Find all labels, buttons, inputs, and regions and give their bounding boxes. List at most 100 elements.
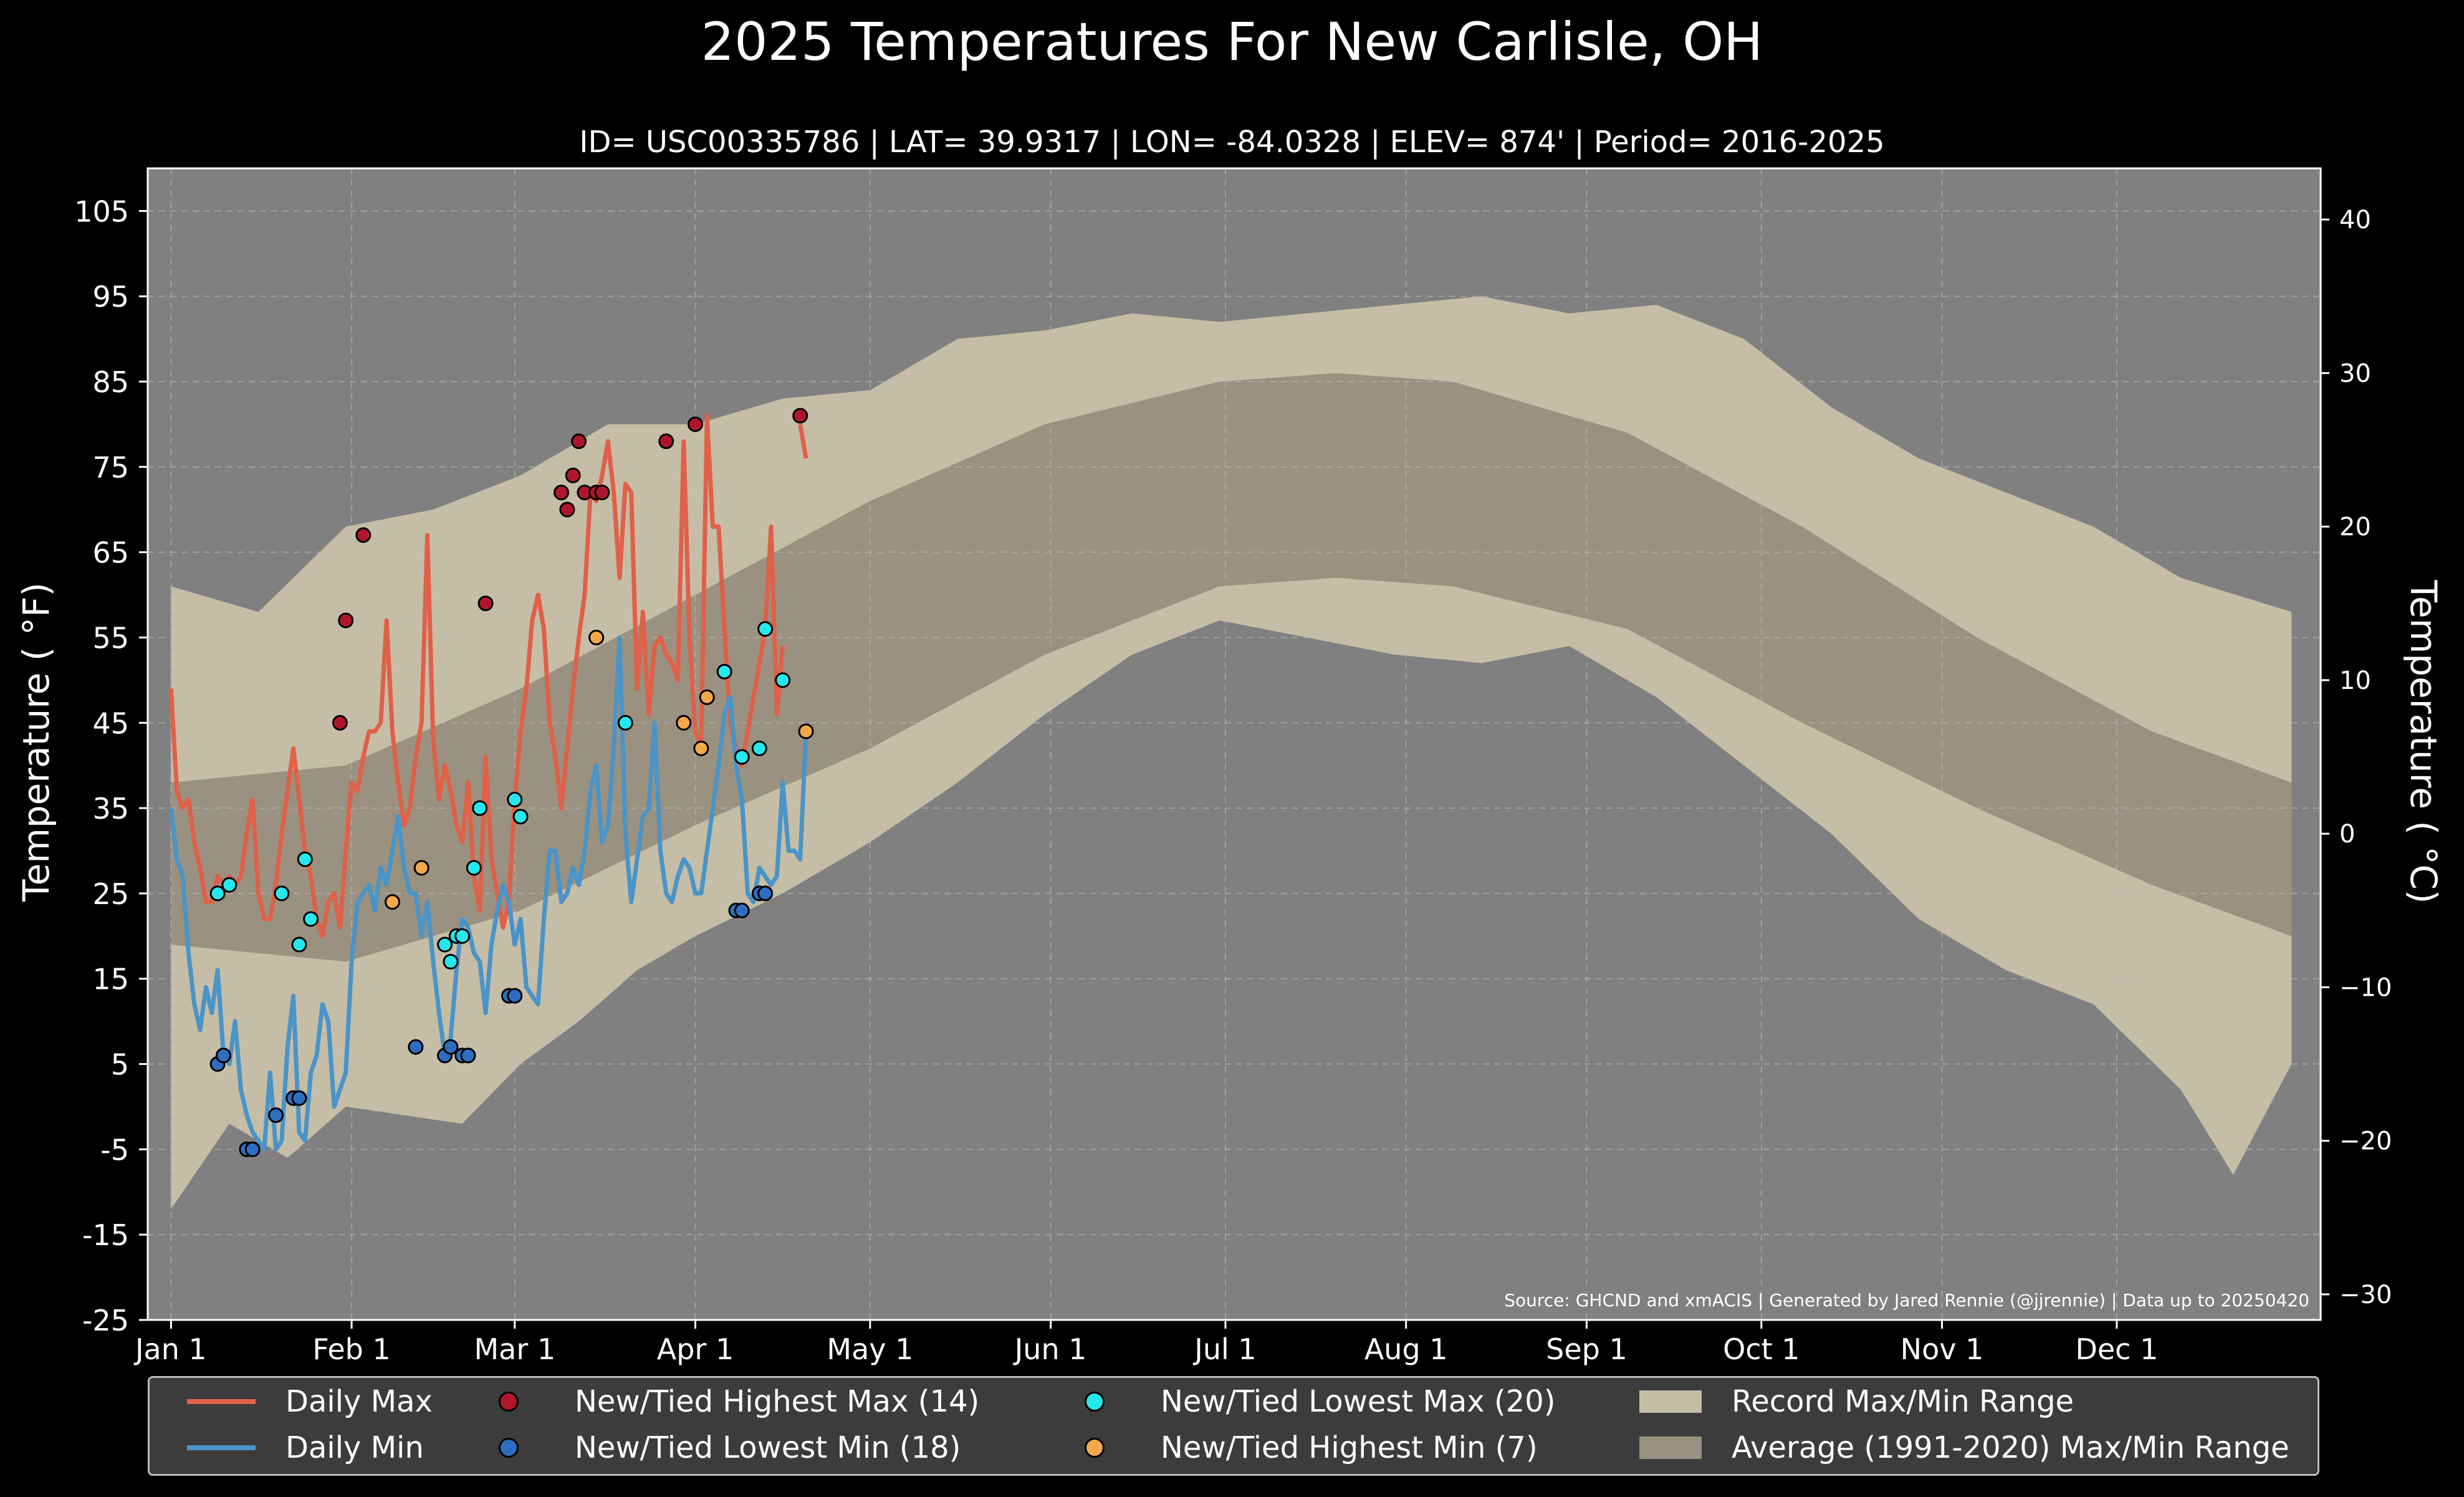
y-tick-label: -15 [82,1218,129,1252]
record-point [454,928,471,944]
legend-item-highest-min: New/Tied Highest Min (7) [1060,1430,1538,1465]
y-tick-label: 5 [111,1048,129,1082]
record-point [221,877,237,893]
chart-subtitle: ID= USC00335786 | LAT= 39.9317 | LON= -8… [579,125,1885,160]
x-tick-label: Oct 1 [1723,1332,1800,1366]
record-point [437,936,453,953]
legend-item-record-range: Record Max/Min Range [1639,1384,2074,1419]
record-point [477,595,494,612]
chart-title: 2025 Temperatures For New Carlisle, OH [701,11,1763,72]
legend-label: Daily Min [285,1430,424,1465]
y-tick-label: 75 [92,451,129,484]
legend-label: New/Tied Highest Min (7) [1161,1430,1538,1465]
x-tick-label: Aug 1 [1364,1332,1448,1366]
y-axis-label-celsius: Temperature ( °C) [2402,579,2445,903]
record-point [658,433,674,450]
y-right-tick-label: 10 [2339,667,2371,695]
chart-legend: Daily Max Daily Min New/Tied Highest Max… [148,1376,2319,1476]
record-point [751,740,767,756]
x-tick-label: Jan 1 [133,1332,207,1366]
x-tick-label: Dec 1 [2075,1332,2158,1366]
series-line-daily-max [168,413,785,938]
legend-label: New/Tied Lowest Min (18) [575,1430,961,1465]
x-tick-label: Nov 1 [1901,1332,1984,1366]
record-point [688,416,704,432]
record-point [244,1141,261,1157]
y-tick-label: 35 [92,792,129,826]
y-right-tick-label: −30 [2339,1281,2392,1309]
legend-item-lowest-max: New/Tied Lowest Max (20) [1060,1384,1555,1419]
record-point [554,484,570,501]
temperature-chart: 105 95 85 75 65 55 45 35 25 15 5 -5 -15 -25 40 30 20 10 0 −… [15,167,2445,1366]
legend-label: Average (1991-2020) Max/Min Range [1732,1430,2289,1465]
y-tick-label: -5 [100,1133,129,1167]
record-point [507,791,523,807]
record-point [734,902,750,918]
y-tick-label: 15 [92,963,129,996]
x-tick-label: Feb 1 [312,1332,390,1366]
y-tick-label: 65 [92,536,129,570]
record-point [303,911,319,927]
record-point [291,1090,307,1106]
y-tick-label: 85 [92,365,129,399]
y-tick-label: 25 [92,877,129,911]
record-point [571,433,587,450]
y-right-tick-label: −10 [2339,973,2392,1002]
record-point [466,860,482,876]
legend-label: New/Tied Highest Max (14) [575,1384,980,1419]
record-point [209,885,226,902]
y-right-tick-label: 20 [2339,513,2371,542]
x-tick-label: Apr 1 [657,1332,734,1366]
legend-item-highest-max: New/Tied Highest Max (14) [474,1384,979,1419]
legend-item-average-range: Average (1991-2020) Max/Min Range [1639,1430,2289,1465]
y-right-tick-label: 0 [2339,820,2355,849]
record-point [798,723,814,739]
record-point [268,1107,284,1124]
record-point [385,894,401,910]
y-tick-label: 55 [92,621,129,655]
series-line-daily-min [168,635,808,1152]
record-point [408,1039,424,1055]
record-point [472,800,488,816]
legend-swatch-record-range [1639,1390,1702,1413]
record-point [507,988,523,1004]
record-point [413,860,429,876]
record-point [274,885,290,902]
y-right-tick-label: −20 [2339,1127,2392,1156]
legend-item-daily-max: Daily Max [187,1384,433,1419]
y-axis-label-fahrenheit: Temperature ( °F) [15,582,57,902]
x-tick-label: Sep 1 [1546,1332,1627,1366]
record-point [443,953,459,970]
record-point [757,885,774,902]
record-point [297,851,313,867]
legend-marker-highest-max [499,1392,519,1412]
record-point [775,672,791,688]
record-point [617,715,633,731]
record-point [734,749,750,765]
record-point [693,740,709,756]
record-point [716,663,732,680]
legend-label: Record Max/Min Range [1732,1384,2074,1419]
record-point [291,936,307,953]
legend-swatch-average-range [1639,1437,1702,1459]
legend-swatch-daily-max [187,1399,256,1404]
source-note: Source: GHCND and xmACIS | Generated by … [1504,1290,2309,1311]
record-point [565,468,581,484]
plot-frame [146,167,2322,1321]
record-point [338,612,354,628]
legend-marker-lowest-max [1085,1392,1105,1412]
record-point [594,484,610,501]
record-point [512,809,529,825]
record-point [676,715,692,731]
record-point [757,621,774,637]
record-point [559,501,575,517]
y-right-tick-label: 30 [2339,359,2371,388]
y-tick-label: -25 [82,1304,129,1337]
legend-item-lowest-min: New/Tied Lowest Min (18) [474,1430,961,1465]
record-point [355,527,372,543]
record-point [443,1039,459,1055]
legend-marker-lowest-min [499,1438,519,1458]
legend-label: New/Tied Lowest Max (20) [1161,1384,1556,1419]
legend-swatch-daily-min [187,1445,256,1450]
y-tick-label: 95 [92,280,129,314]
